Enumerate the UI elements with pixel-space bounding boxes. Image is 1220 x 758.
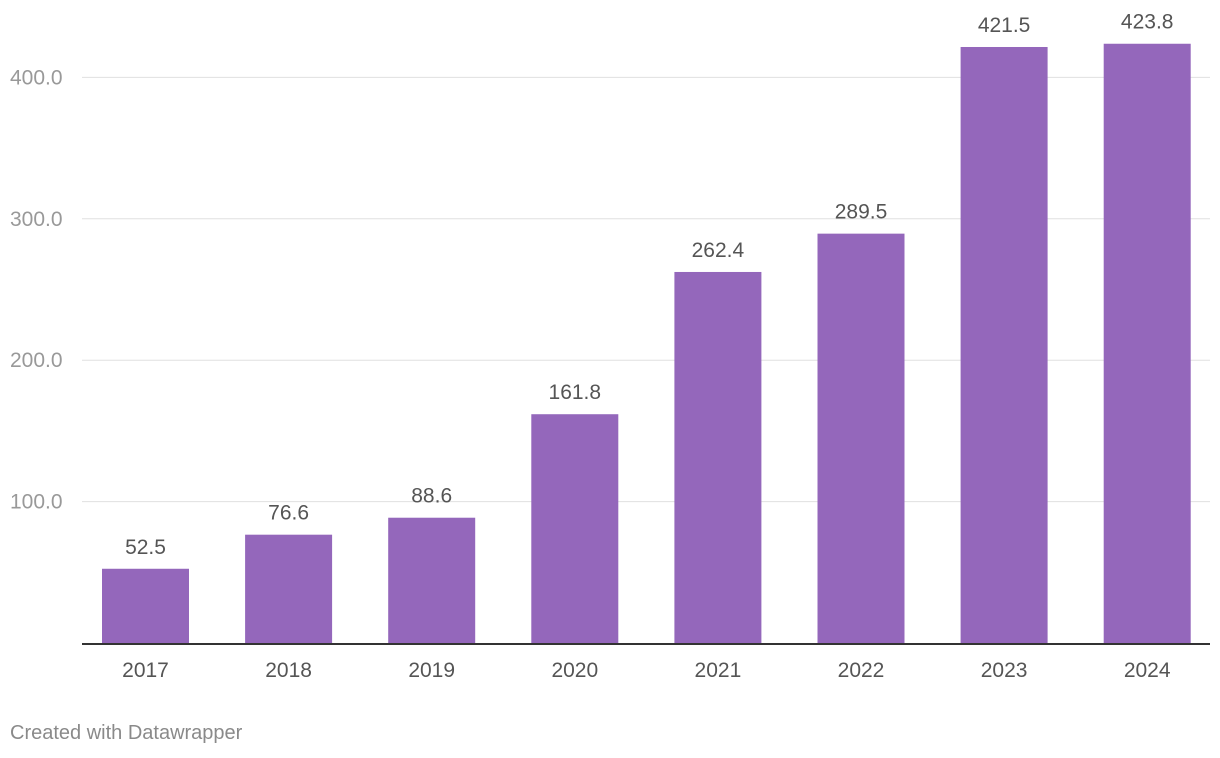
x-tick-label: 2019: [408, 659, 455, 682]
x-axis-ticks: 2017 2018 2019 2020 2021 2022 2023 2024: [122, 659, 1171, 682]
bar: [531, 414, 619, 643]
bars: [102, 43, 1191, 643]
y-tick-label: 400.0: [10, 66, 63, 89]
value-labels: 52.5 76.6 88.6 161.8 262.4 289.5 421.5 423.8: [125, 11, 1173, 559]
value-label: 88.6: [411, 485, 452, 508]
value-label: 52.5: [125, 536, 166, 559]
bar: [817, 233, 905, 643]
x-tick-label: 2017: [122, 659, 169, 682]
value-label: 289.5: [835, 201, 888, 224]
bar-chart: 100.0 200.0 300.0 400.0 52.5 76.6 88.6 161.8 26…: [10, 11, 1210, 682]
y-tick-label: 300.0: [10, 208, 63, 231]
value-label: 421.5: [978, 14, 1031, 37]
bar: [960, 46, 1048, 643]
bar: [245, 534, 333, 643]
value-label: 161.8: [549, 381, 602, 404]
bar: [1103, 43, 1191, 643]
x-tick-label: 2021: [695, 659, 742, 682]
x-tick-label: 2020: [551, 659, 598, 682]
bar: [388, 517, 476, 643]
y-tick-label: 100.0: [10, 491, 63, 514]
footer-credit: Created with Datawrapper: [10, 722, 243, 744]
value-label: 76.6: [268, 502, 309, 525]
bar: [674, 271, 762, 643]
value-label: 262.4: [692, 239, 745, 262]
y-tick-label: 200.0: [10, 349, 63, 372]
x-tick-label: 2022: [838, 659, 885, 682]
x-tick-label: 2018: [265, 659, 312, 682]
value-label: 423.8: [1121, 11, 1174, 34]
bar: [102, 568, 189, 643]
x-tick-label: 2023: [981, 659, 1028, 682]
x-tick-label: 2024: [1124, 659, 1171, 682]
y-axis-ticks: 100.0 200.0 300.0 400.0: [10, 66, 63, 513]
